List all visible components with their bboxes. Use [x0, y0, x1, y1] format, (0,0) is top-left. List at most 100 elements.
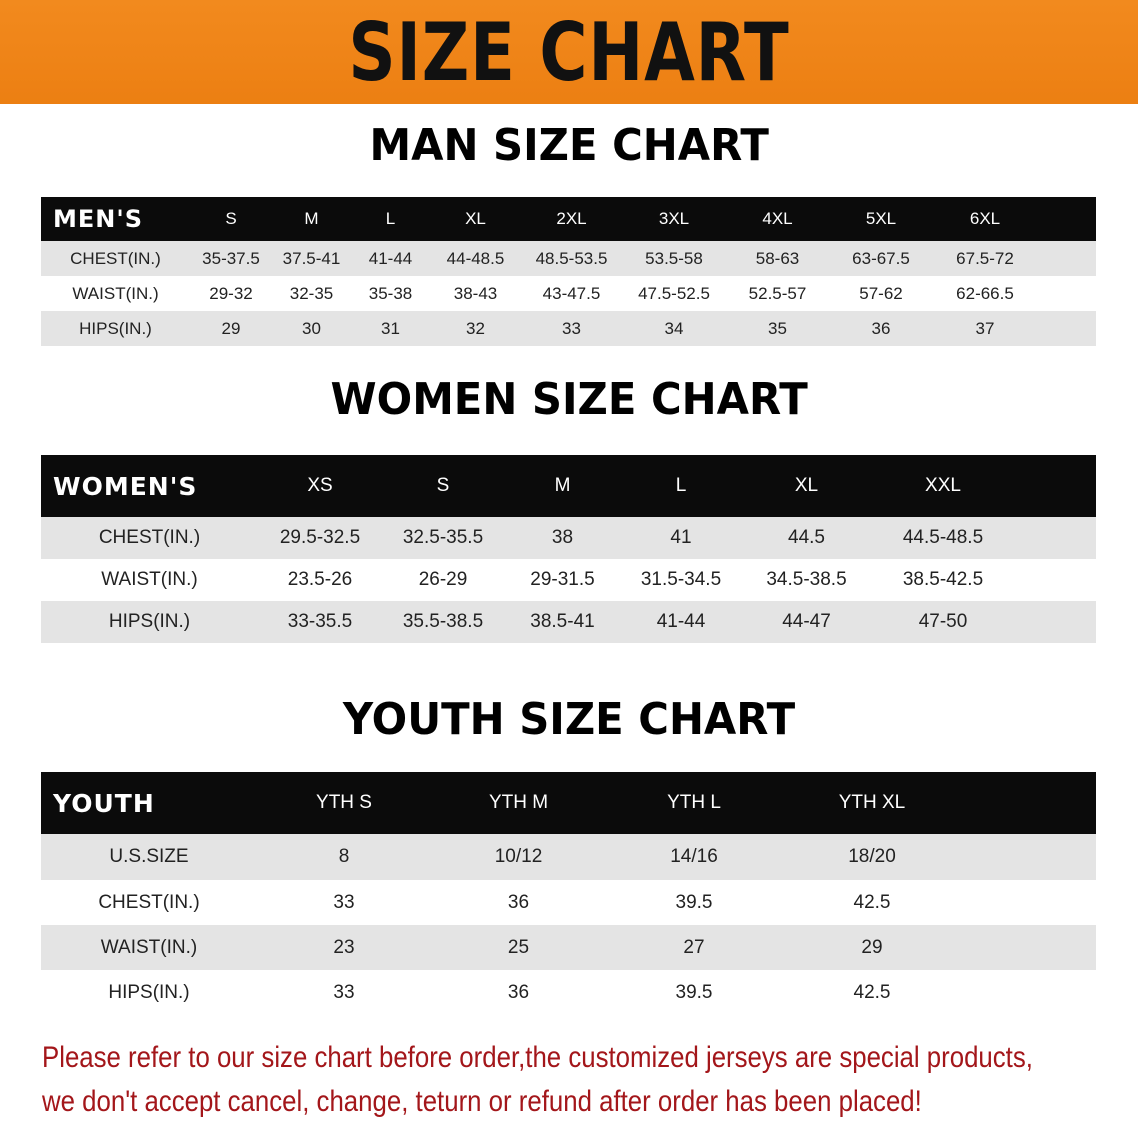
table-cell: 35-38 — [368, 283, 413, 303]
size-header-cell: YTH XL — [838, 792, 906, 813]
table-cell: 58-63 — [755, 248, 800, 268]
table-cell: 48.5-53.5 — [535, 248, 608, 268]
table-cell: 37.5-41 — [282, 248, 341, 268]
table-cell: 36 — [507, 981, 530, 1003]
table-cell: 43-47.5 — [542, 283, 601, 303]
table-cell: 27 — [683, 936, 705, 958]
table-cell: 29-32 — [209, 283, 253, 303]
table-cell: 67.5-72 — [956, 248, 1014, 268]
measurement-label: U.S.SIZE — [109, 846, 189, 867]
table-cell: 38.5-41 — [530, 611, 595, 632]
table-cell: 32 — [466, 318, 485, 338]
women-size-table: WOMEN'S XS S M L XL XXL CHEST(IN.) 29.5-32.5 32.5… — [41, 455, 1096, 643]
table-cell: 26-29 — [418, 569, 468, 590]
size-header-cell: 6XL — [969, 209, 1001, 228]
table-title-cell: WOMEN'S — [53, 471, 198, 501]
table-cell: 38.5-42.5 — [902, 569, 984, 590]
size-header-cell: 2XL — [556, 209, 587, 228]
table-title-cell: MEN'S — [53, 205, 143, 233]
table-row: CHEST(IN.) 35-37.5 37.5-41 41-44 44-48.5 48.5… — [41, 241, 1096, 276]
table-cell: 62-66.5 — [956, 283, 1014, 303]
table-cell: 33 — [333, 891, 355, 913]
size-header-cell: 4XL — [762, 209, 793, 228]
table-header-row: WOMEN'S XS S M L XL XXL — [41, 455, 1096, 517]
table-cell: 57-62 — [859, 283, 903, 303]
measurement-label: CHEST(IN.) — [98, 891, 200, 913]
measurement-label: HIPS(IN.) — [108, 611, 191, 632]
table-cell: 36 — [871, 318, 891, 338]
men-section-title: MAN SIZE CHART — [0, 120, 1138, 171]
table-row: WAIST(IN.) 29-32 32-35 35-38 38-43 43-47.5 47.… — [41, 276, 1096, 311]
table-row: U.S.SIZE 8 10/12 14/16 18/20 — [41, 834, 1096, 880]
size-header-cell: M — [554, 475, 571, 496]
order-notice: Please refer to our size chart before or… — [42, 1036, 1033, 1124]
table-cell: 42.5 — [853, 981, 891, 1003]
table-cell: 32.5-35.5 — [402, 527, 484, 548]
measurement-label: HIPS(IN.) — [108, 981, 190, 1003]
table-cell: 44.5 — [788, 527, 825, 548]
measurement-label: WAIST(IN.) — [72, 283, 159, 303]
table-cell: 29 — [861, 936, 883, 958]
table-row: HIPS(IN.) 33 36 39.5 42.5 — [41, 970, 1096, 1015]
table-cell: 36 — [507, 891, 530, 913]
table-row: CHEST(IN.) 29.5-32.5 32.5-35.5 38 41 44.5 44.5… — [41, 517, 1096, 559]
men-size-table: MEN'S S M L XL 2XL 3XL 4XL 5XL 6XL CHEST(IN.) 35-37… — [41, 197, 1096, 346]
banner-title: SIZE CHART — [348, 5, 790, 99]
table-cell: 35-37.5 — [202, 248, 260, 268]
table-cell: 38-43 — [453, 283, 498, 303]
measurement-label: WAIST(IN.) — [101, 569, 198, 590]
table-cell: 44.5-48.5 — [902, 527, 984, 548]
table-cell: 23.5-26 — [287, 569, 353, 590]
table-row: HIPS(IN.) 33-35.5 35.5-38.5 38.5-41 41-44 44-… — [41, 601, 1096, 643]
table-cell: 47-50 — [918, 611, 968, 632]
table-cell: 30 — [302, 318, 321, 338]
table-cell: 31.5-34.5 — [640, 569, 722, 590]
youth-title-text: YOUTH SIZE CHART — [342, 694, 796, 745]
table-cell: 35.5-38.5 — [402, 611, 484, 632]
table-cell: 39.5 — [675, 891, 713, 913]
table-cell: 23 — [333, 936, 355, 958]
size-header-cell: XS — [307, 475, 333, 496]
table-cell: 32-35 — [289, 283, 334, 303]
size-header-cell: 5XL — [865, 209, 897, 228]
women-section-title: WOMEN SIZE CHART — [0, 374, 1138, 425]
size-header-cell: YTH L — [667, 792, 721, 813]
size-header-cell: YTH M — [488, 792, 549, 813]
size-header-cell: M — [304, 209, 319, 228]
table-cell: 41-44 — [368, 248, 413, 268]
table-cell: 31 — [381, 318, 400, 338]
table-row: WAIST(IN.) 23.5-26 26-29 29-31.5 31.5-34.5 34… — [41, 559, 1096, 601]
table-cell: 39.5 — [675, 981, 713, 1003]
table-cell: 37 — [975, 318, 995, 338]
table-cell: 38 — [551, 527, 574, 548]
table-cell: 33 — [562, 318, 581, 338]
table-cell: 44-48.5 — [446, 248, 505, 268]
men-title-text: MAN SIZE CHART — [369, 120, 769, 171]
size-header-cell: 3XL — [658, 209, 690, 228]
size-header-cell: XL — [794, 475, 819, 496]
table-cell: 29-31.5 — [530, 569, 595, 590]
table-cell: 41-44 — [656, 611, 706, 632]
table-row: WAIST(IN.) 23 25 27 29 — [41, 925, 1096, 970]
table-cell: 34 — [664, 318, 684, 338]
table-cell: 33 — [333, 981, 355, 1003]
table-cell: 18/20 — [848, 846, 896, 867]
table-header-row: YOUTH YTH S YTH M YTH L YTH XL — [41, 772, 1096, 834]
table-cell: 42.5 — [853, 891, 891, 913]
size-chart-banner: SIZE CHART — [0, 0, 1138, 104]
measurement-label: CHEST(IN.) — [70, 248, 161, 268]
size-header-cell: YTH S — [316, 792, 372, 813]
table-cell: 47.5-52.5 — [638, 283, 710, 303]
table-cell: 29 — [221, 318, 241, 338]
measurement-label: CHEST(IN.) — [98, 527, 201, 548]
youth-size-table: YOUTH YTH S YTH M YTH L YTH XL U.S.SIZE 8 10/12… — [41, 772, 1096, 1015]
table-cell: 44-47 — [782, 611, 831, 632]
table-cell: 29.5-32.5 — [279, 527, 361, 548]
table-cell: 10/12 — [494, 846, 543, 867]
notice-line-2: we don't accept cancel, change, teturn o… — [42, 1085, 922, 1118]
women-title-text: WOMEN SIZE CHART — [330, 374, 808, 425]
notice-line-1: Please refer to our size chart before or… — [42, 1041, 1033, 1074]
table-cell: 63-67.5 — [852, 248, 910, 268]
table-row: CHEST(IN.) 33 36 39.5 42.5 — [41, 880, 1096, 925]
table-title-cell: YOUTH — [53, 788, 155, 818]
